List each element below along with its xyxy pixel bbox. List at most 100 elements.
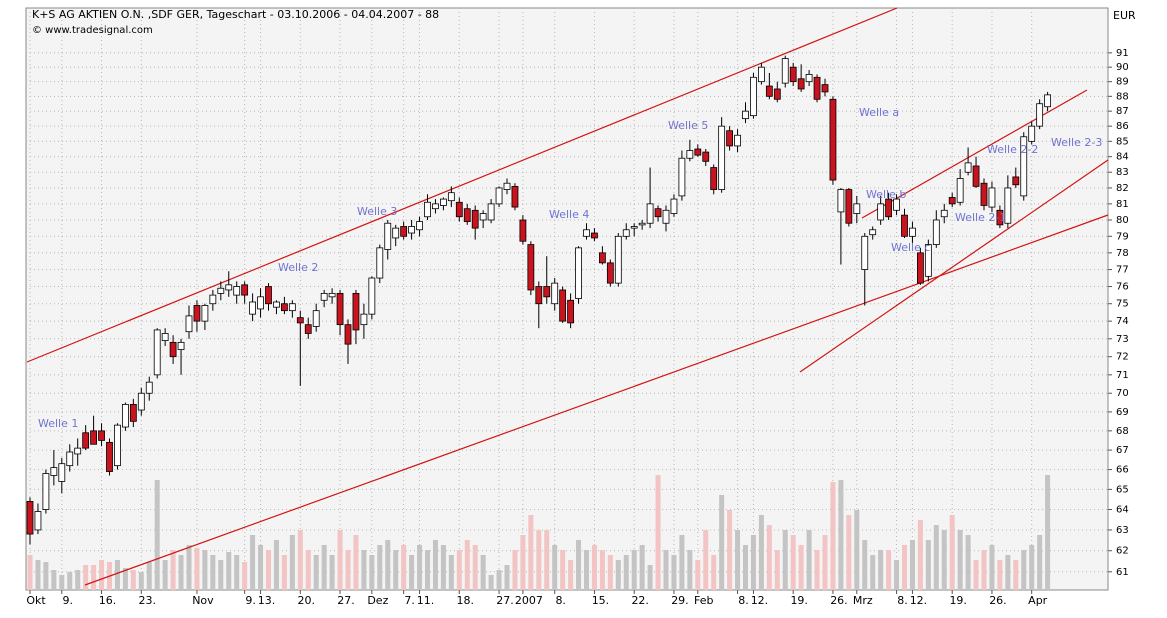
annotation: Welle c (891, 241, 930, 254)
volume-bar (671, 555, 677, 590)
volume-bar (917, 520, 923, 590)
candle-body (217, 287, 225, 294)
volume-bar (949, 515, 955, 590)
candle-body (559, 289, 567, 322)
volume-bar (154, 480, 160, 590)
volume-bar (456, 550, 462, 590)
volume-bar (814, 550, 820, 590)
candle-body (956, 178, 964, 203)
candle-body (90, 430, 97, 445)
volume-bar (425, 550, 430, 590)
volume-bar (75, 570, 81, 590)
y-tick-label: 87 (1116, 106, 1129, 117)
volume-bar (894, 560, 900, 590)
volume-bar (798, 545, 804, 590)
candle-body (185, 315, 193, 333)
volume-bar (258, 545, 264, 590)
volume-bar (273, 540, 279, 590)
candle-body (996, 209, 1004, 226)
volume-bar (496, 570, 502, 590)
candle-body (233, 286, 241, 296)
volume-bar (504, 565, 510, 590)
volume-bar (544, 530, 550, 590)
volume-bar (512, 550, 518, 590)
candle-body (670, 198, 678, 214)
volume-bar (552, 545, 558, 590)
y-tick-label: 91 (1116, 48, 1129, 59)
y-tick-label: 76 (1116, 282, 1129, 293)
candle-body (758, 66, 765, 83)
candle-body (511, 185, 519, 208)
volume-bar (933, 525, 939, 590)
y-tick-label: 83 (1116, 167, 1129, 178)
volume-bar (663, 550, 669, 590)
x-tick-label: Apr (1028, 594, 1048, 607)
x-tick-label: 8. (738, 594, 749, 607)
candle-body (924, 244, 932, 277)
candle-body (1036, 103, 1044, 127)
volume-bar (202, 550, 208, 590)
candle-body (837, 189, 845, 213)
annotation: Welle 1 (38, 417, 78, 430)
candle-body (320, 292, 328, 301)
candle-body (34, 511, 42, 531)
volume-bar (480, 555, 486, 590)
candle-body (988, 187, 996, 208)
volume-bar (440, 545, 446, 590)
candle-body (535, 286, 543, 305)
y-tick-label: 89 (1116, 77, 1129, 88)
volume-bar (599, 550, 605, 590)
volume-bar (639, 545, 645, 590)
volume-bar (59, 575, 65, 590)
volume-bar (83, 565, 89, 590)
volume-bar (186, 545, 192, 590)
volume-bar (965, 535, 971, 590)
candle-body (400, 226, 408, 237)
x-tick-label: Dez (367, 594, 388, 607)
annotation: Welle 3 (357, 205, 397, 218)
candle-body (901, 214, 908, 237)
candle-body (932, 219, 940, 245)
candle-body (352, 292, 360, 331)
y-tick-label: 61 (1116, 567, 1129, 578)
volume-bar (393, 550, 399, 590)
y-tick-label: 80 (1116, 215, 1129, 226)
y-tick-label: 74 (1116, 316, 1129, 327)
candle-body (408, 226, 416, 234)
candle-body (575, 247, 582, 299)
candle-body (742, 110, 749, 120)
candle-body (1004, 187, 1012, 224)
candle-body (296, 317, 304, 324)
y-tick-label: 68 (1116, 426, 1129, 437)
y-tick-label: 84 (1116, 152, 1129, 163)
candle-body (66, 451, 74, 467)
y-tick-label: 88 (1116, 91, 1129, 102)
candle-body (551, 282, 559, 305)
candle-body (662, 209, 670, 224)
volume-bar (369, 555, 375, 590)
candle-body (201, 305, 209, 322)
candle-body (360, 313, 368, 326)
candle-body (813, 76, 821, 100)
y-tick-label: 63 (1116, 525, 1129, 536)
x-tick-label: Nov (192, 594, 214, 607)
candle-body (599, 252, 606, 264)
candle-body (893, 198, 900, 211)
volume-bar (488, 575, 494, 590)
volume-bar (878, 550, 884, 590)
y-tick-label: 79 (1116, 231, 1129, 242)
volume-bar (401, 545, 407, 590)
x-tick-label: Okt (26, 594, 46, 607)
volume-bar (806, 530, 812, 590)
candle-body (137, 392, 145, 411)
x-tick-label: 11. (417, 594, 435, 607)
candle-body (781, 58, 789, 84)
candle-body (344, 324, 352, 345)
candle-body (980, 182, 988, 206)
candle-body (805, 74, 813, 83)
x-tick-label: Feb (694, 594, 713, 607)
volume-bar (854, 510, 860, 590)
volume-bar (432, 540, 438, 590)
volume-bar (703, 530, 709, 590)
chart-subtitle: © www.tradesignal.com (32, 25, 153, 36)
